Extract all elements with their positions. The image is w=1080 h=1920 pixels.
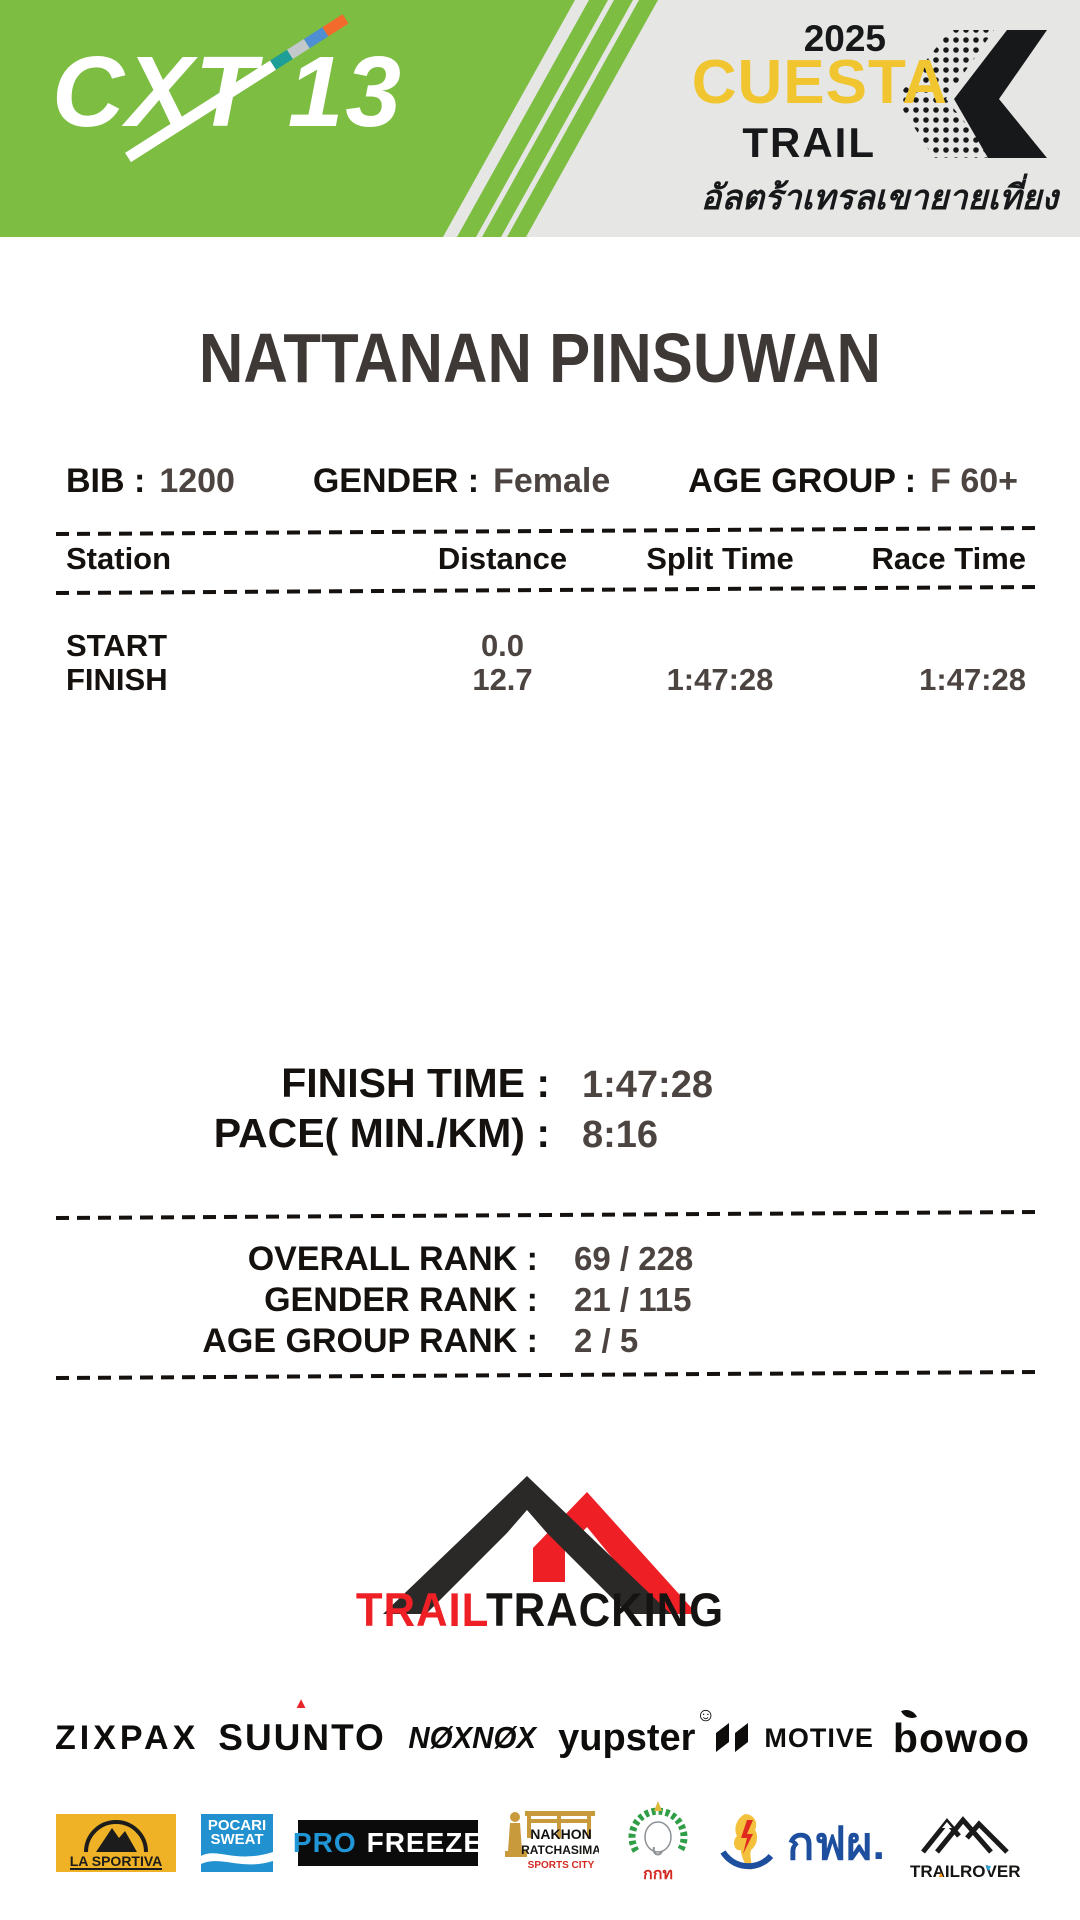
gender-rank-row: GENDER RANK : 21 / 115 [40,1281,1040,1320]
trailrover-wordmark: TRAILROVER [909,1862,1021,1881]
pro-word: PRO [292,1827,357,1858]
tracking-word: TRACKING [485,1583,725,1636]
divider-dashed [55,1369,1041,1381]
station-cell: START [66,628,168,663]
pocari-line1: POCARI [207,1817,267,1834]
svg-text:NAKHON: NAKHON [530,1826,591,1842]
pace-label: PACE( MIN./KM) : [213,1110,550,1156]
overall-rank-label: OVERALL RANK : [247,1240,538,1278]
bib-label: BIB : [66,462,146,500]
age-group-rank-row: AGE GROUP RANK : 2 / 5 [40,1322,1040,1361]
zixpax-logo: ZIXPAX [55,1718,200,1757]
gender-value: Female [493,462,611,500]
overall-rank-row: OVERALL RANK : 69 / 228 [40,1240,1040,1279]
table-row-finish: FINISH 12.7 1:47:28 1:47:28 [40,662,1040,698]
bib-group: BIB : 1200 [66,462,235,501]
splits-table-header: Station Distance Split Time Race Time [40,541,1040,577]
gender-label: GENDER : [312,462,480,500]
finish-time-label: FINISH TIME : [281,1060,550,1106]
age-group-rank-value: 2 / 5 [574,1322,639,1359]
nakhon-gate-statue-icon: NAKHON RATCHASIMA SPORTS CITY [505,1811,601,1871]
header-background-graphic [0,0,1080,237]
pace-row: PACE( MIN./KM) : 8:16 [40,1110,1040,1157]
age-group-label: AGE GROUP : [688,462,917,500]
age-group-value: F 60+ [930,462,1018,500]
svg-text:LA SPORTIVA: LA SPORTIVA [70,1853,163,1869]
bowoo-wordmark: bowoo [892,1714,1030,1761]
suunto-wordmark: SUUNTO [218,1717,386,1758]
split-time-cell: 1:47:28 [666,662,774,697]
la-sportiva-mountain-icon: LA SPORTIVA [70,1820,163,1870]
divider-dashed [55,1209,1041,1221]
runner-name: NATTANAN PINSUWAN [198,319,882,397]
sponsor-row-1: ZIXPAX ▲ SUUNTO NØXNØX yupster ☺ MOTIVE … [55,1695,1030,1770]
cuesta-title: CUESTA [691,48,948,117]
distance-cell: 12.7 [472,662,533,697]
freeze-word: FREEZE [366,1827,484,1858]
sat-wreath-elephant-icon [628,1801,688,1856]
motive-logo: MOTIVE [714,1723,874,1754]
suunto-triangle-icon: ▲ [293,1695,309,1712]
noxnox-logo: NØXNØX [408,1720,536,1755]
motive-wordmark: MOTIVE [764,1722,874,1753]
trailrover-logo: TRAILROVER ▲ ▼ [910,1804,1020,1882]
gender-rank-label: GENDER RANK : [264,1281,538,1319]
pocari-line2: SWEAT [210,1831,264,1848]
finish-time-row: FINISH TIME : 1:47:28 [40,1060,1040,1107]
pocari-sweat-logo: POCARI SWEAT [201,1814,273,1872]
header-banner: CXT 13 2025 CUESTA TRAIL อัลตร้าเทรลเขาย… [0,0,1080,237]
yupster-smiley-icon: ☺ [696,1704,716,1726]
distance-cell: 0.0 [480,628,525,663]
svg-text:SPORTS CITY: SPORTS CITY [528,1860,595,1871]
station-cell: FINISH [66,662,168,697]
table-row-start: START 0.0 [40,628,1040,664]
age-group-rank-label: AGE GROUP RANK : [202,1322,538,1360]
trailtracking-mountain-icon [383,1476,697,1614]
divider-dashed [55,584,1041,596]
trailrover-blue-triangle-icon: ▼ [983,1863,993,1873]
egat-map-bolt-icon [720,1814,774,1870]
overall-rank-value: 69 / 228 [574,1240,694,1277]
trailrover-orange-triangle-icon: ▲ [936,1870,945,1879]
pace-value: 8:16 [582,1114,659,1156]
divider-dashed [55,525,1041,537]
sat-thai-text: กกท [643,1866,673,1883]
col-distance: Distance [437,541,568,576]
race-time-cell: 1:47:28 [919,662,1026,697]
egat-logo: กฟผ. [717,1807,885,1879]
col-station: Station [66,541,172,576]
cuesta-x-icon [902,30,1047,158]
yupster-logo: yupster ☺ [558,1705,715,1760]
bib-value: 1200 [159,462,235,500]
gender-group: GENDER : Female [313,462,610,501]
motive-flags-icon [716,1723,749,1752]
la-sportiva-logo: LA SPORTIVA [56,1814,176,1872]
col-race-time: Race Time [871,541,1026,576]
svg-text:RATCHASIMA: RATCHASIMA [521,1843,599,1857]
pocari-wave-icon [201,1852,273,1865]
split-time-cell [625,628,815,664]
trail-word: TRAIL [355,1583,486,1636]
suunto-logo: ▲ SUUNTO [218,1695,386,1759]
trail-title: TRAIL [742,119,876,166]
race-time-cell [815,628,1040,664]
finish-time-value: 1:47:28 [582,1064,713,1106]
nakhon-ratchasima-sports-city-logo: NAKHON RATCHASIMA SPORTS CITY [503,1805,601,1881]
runner-info-row: BIB : 1200 GENDER : Female AGE GROUP : F… [66,462,1018,501]
thai-subtitle: อัลตร้าเทรลเขายายเที่ยง [700,179,1058,217]
event-year: 2025 [803,18,886,59]
col-split-time: Split Time [646,541,794,576]
yupster-wordmark: yupster [558,1716,696,1759]
trailtracking-wordmark: TRAILTRACKING [38,1582,1042,1637]
gender-rank-value: 21 / 115 [574,1281,692,1318]
sports-authority-thailand-logo: กกท [624,1799,692,1887]
trailrover-mountains-icon [921,1816,1009,1854]
sponsor-row-2: LA SPORTIVA POCARI SWEAT PRO FREEZE [56,1798,1020,1888]
pro-freeze-logo: PRO FREEZE [293,1820,482,1866]
bowoo-logo: bowoo [892,1705,1030,1762]
egat-thai-text: กฟผ. [787,1818,885,1869]
age-group-group: AGE GROUP : F 60+ [688,462,1018,501]
